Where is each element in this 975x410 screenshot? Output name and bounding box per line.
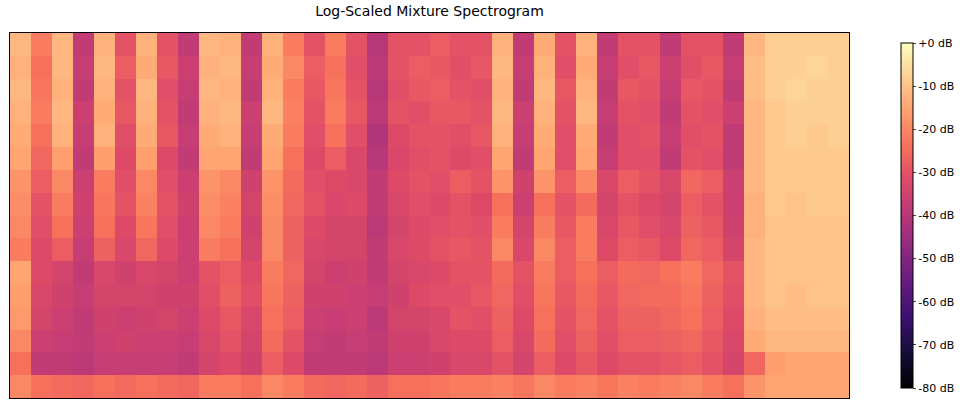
svg-text:-40 dB: -40 dB — [918, 209, 954, 222]
svg-text:-80 dB: -80 dB — [918, 382, 954, 395]
svg-text:-70 dB: -70 dB — [918, 339, 954, 352]
svg-text:+0 dB: +0 dB — [918, 37, 952, 50]
svg-text:Log-Scaled Mixture Spectrogram: Log-Scaled Mixture Spectrogram — [315, 3, 544, 19]
svg-text:-20 dB: -20 dB — [918, 123, 954, 136]
svg-text:-30 dB: -30 dB — [918, 166, 954, 179]
svg-text:-10 dB: -10 dB — [918, 80, 954, 93]
svg-text:-60 dB: -60 dB — [918, 296, 954, 309]
svg-text:-50 dB: -50 dB — [918, 252, 954, 265]
